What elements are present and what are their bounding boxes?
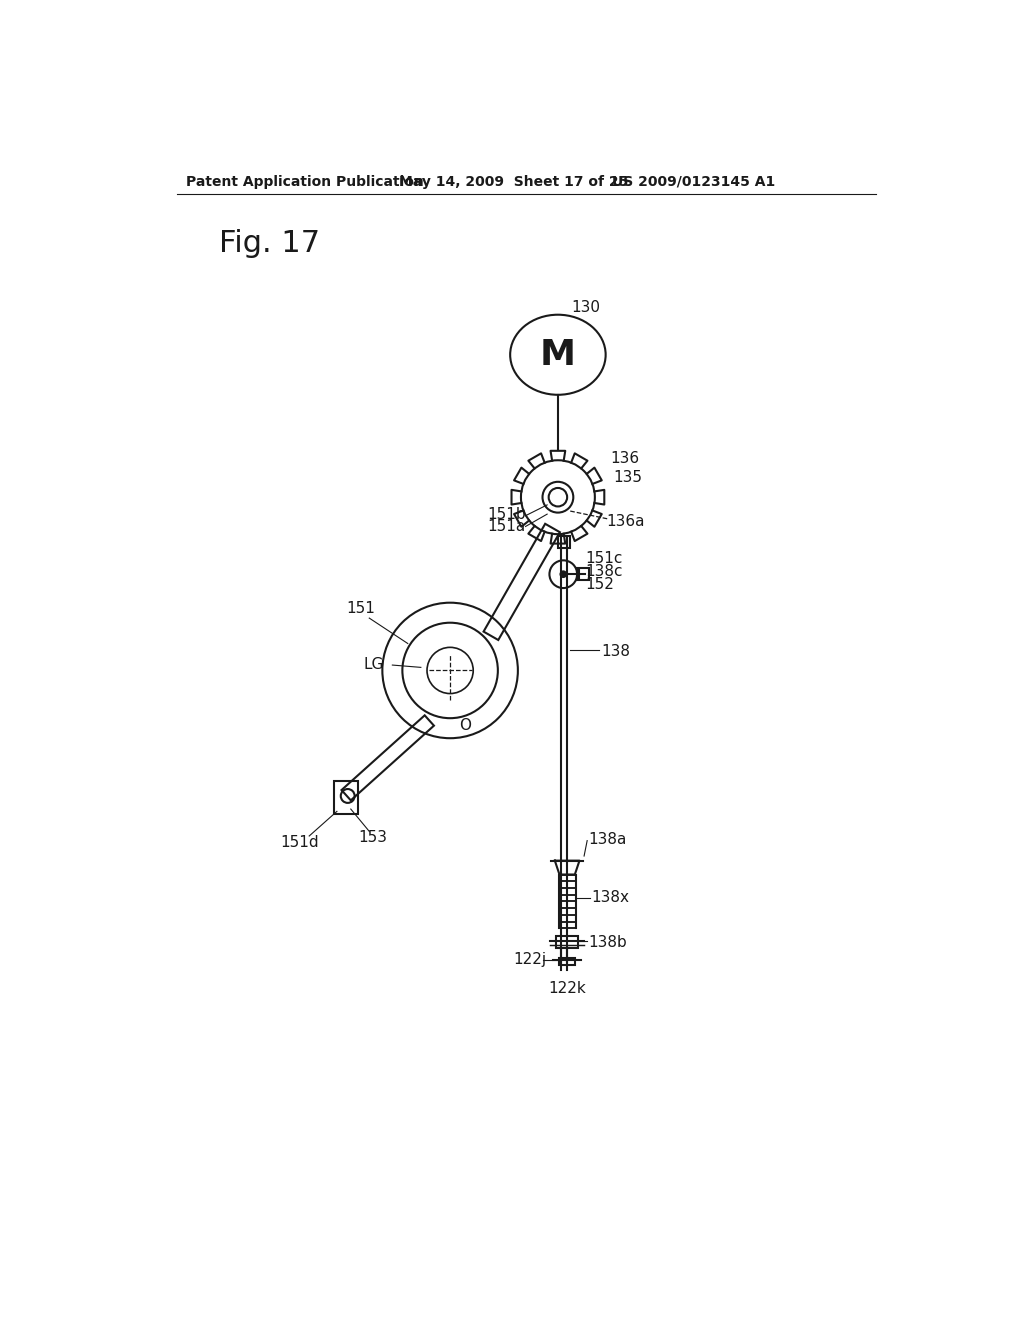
Circle shape bbox=[559, 570, 567, 578]
Text: 138: 138 bbox=[601, 644, 630, 659]
Text: M: M bbox=[540, 338, 575, 372]
Text: 151c: 151c bbox=[585, 552, 623, 566]
Bar bbox=[559, 958, 574, 965]
Text: US 2009/0123145 A1: US 2009/0123145 A1 bbox=[611, 174, 775, 189]
Bar bbox=[556, 936, 578, 949]
Text: 136: 136 bbox=[610, 451, 639, 466]
Bar bbox=[334, 780, 358, 814]
Text: 130: 130 bbox=[571, 300, 601, 314]
Text: 152: 152 bbox=[585, 577, 613, 593]
Text: May 14, 2009  Sheet 17 of 25: May 14, 2009 Sheet 17 of 25 bbox=[398, 174, 628, 189]
Text: 151a: 151a bbox=[487, 519, 525, 535]
Text: Patent Application Publication: Patent Application Publication bbox=[186, 174, 424, 189]
Text: 138c: 138c bbox=[585, 564, 623, 578]
Text: 135: 135 bbox=[613, 470, 642, 484]
Text: 138a: 138a bbox=[589, 832, 627, 846]
Bar bbox=[558, 536, 570, 548]
Text: 151d: 151d bbox=[280, 834, 318, 850]
Text: 122k: 122k bbox=[548, 981, 586, 997]
Text: O: O bbox=[460, 718, 471, 734]
Text: LG: LG bbox=[364, 657, 384, 672]
Text: 153: 153 bbox=[358, 830, 387, 845]
Bar bbox=[580, 568, 590, 581]
Text: 151b: 151b bbox=[487, 507, 525, 521]
Text: 122j: 122j bbox=[513, 953, 547, 968]
Text: 138x: 138x bbox=[592, 890, 630, 906]
Text: 151: 151 bbox=[346, 602, 375, 616]
Text: 136a: 136a bbox=[606, 513, 645, 528]
Text: 138b: 138b bbox=[589, 935, 628, 950]
Text: Fig. 17: Fig. 17 bbox=[219, 228, 321, 257]
